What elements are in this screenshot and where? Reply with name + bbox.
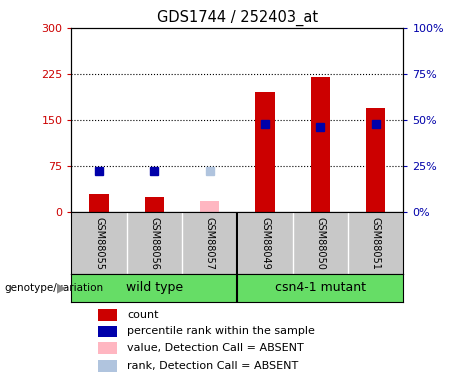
- Bar: [366, 108, 385, 212]
- Text: GSM88049: GSM88049: [260, 217, 270, 270]
- Text: genotype/variation: genotype/variation: [5, 283, 104, 293]
- Bar: [98, 309, 117, 321]
- Text: csn4-1 mutant: csn4-1 mutant: [275, 281, 366, 294]
- Text: GDS1744 / 252403_at: GDS1744 / 252403_at: [157, 9, 318, 26]
- Bar: [98, 326, 117, 338]
- Bar: [98, 360, 117, 372]
- Text: count: count: [127, 310, 159, 320]
- Bar: [145, 196, 164, 212]
- Bar: [89, 194, 109, 212]
- Text: wild type: wild type: [126, 281, 183, 294]
- Text: GSM88050: GSM88050: [315, 217, 325, 270]
- Text: GSM88055: GSM88055: [94, 217, 104, 270]
- Bar: [200, 201, 219, 212]
- Text: GSM88051: GSM88051: [371, 217, 381, 270]
- Bar: [311, 77, 330, 212]
- Bar: [98, 342, 117, 354]
- Text: GSM88057: GSM88057: [205, 217, 215, 270]
- Text: value, Detection Call = ABSENT: value, Detection Call = ABSENT: [127, 343, 304, 353]
- Text: percentile rank within the sample: percentile rank within the sample: [127, 327, 315, 336]
- Text: rank, Detection Call = ABSENT: rank, Detection Call = ABSENT: [127, 361, 299, 371]
- Bar: [255, 93, 275, 212]
- Text: GSM88056: GSM88056: [149, 217, 160, 270]
- Text: ▶: ▶: [57, 281, 67, 294]
